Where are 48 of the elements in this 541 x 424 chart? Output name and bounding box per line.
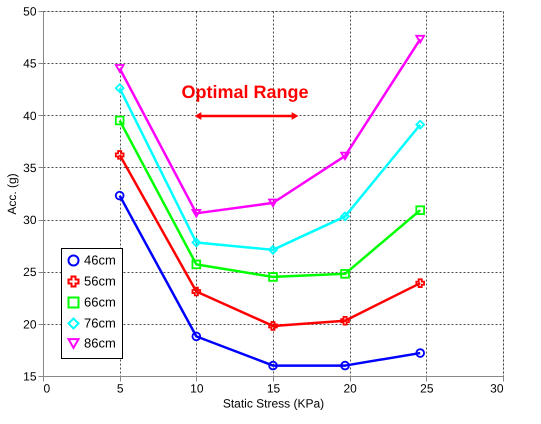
point [192, 286, 202, 296]
x-tick-label: 15 [266, 382, 280, 396]
x-tick-label: 0 [44, 382, 50, 396]
y-tick-label: 40 [23, 108, 37, 123]
x-tick-label: 5 [116, 382, 124, 396]
point [268, 360, 278, 370]
point [192, 209, 202, 218]
y-tick-label: 50 [23, 4, 37, 18]
legend-label: 86cm [84, 336, 116, 350]
legend-label: 46cm [84, 252, 116, 268]
x-tick-label: 20 [343, 382, 358, 396]
point [340, 269, 350, 279]
y-tick-label: 35 [23, 160, 37, 175]
point [114, 150, 124, 160]
legend-label: 66cm [84, 294, 116, 310]
y-tick-label: 30 [23, 213, 37, 228]
point [340, 360, 350, 370]
y-tick-label: 45 [23, 56, 37, 71]
point [268, 321, 278, 331]
y-tick-label: 20 [23, 317, 37, 332]
point [192, 238, 202, 248]
point [415, 120, 425, 130]
y-tick-label: 25 [23, 265, 37, 280]
point [340, 316, 350, 326]
point [415, 205, 425, 215]
annotation: Optimal Range [181, 82, 309, 102]
x-tick-label: 30 [490, 382, 504, 396]
point [114, 116, 124, 126]
point [415, 348, 425, 358]
x-tick-label: 10 [190, 382, 204, 396]
point [268, 198, 278, 208]
point [415, 278, 425, 288]
point [192, 260, 202, 270]
x-axis-title: Static Stress (KPa) [222, 396, 324, 410]
point [268, 272, 278, 282]
legend-label: 56cm [84, 274, 116, 288]
point [114, 64, 124, 73]
legend-label: 76cm [84, 316, 116, 330]
x-tick-label: 25 [420, 382, 434, 396]
point [114, 190, 124, 200]
point [192, 332, 202, 342]
point [268, 245, 278, 255]
point [114, 83, 124, 93]
point [340, 212, 350, 222]
point [340, 152, 350, 160]
y-tick-label: 15 [23, 370, 37, 384]
point [415, 34, 425, 44]
y-axis-title: Acc. (g) [5, 173, 20, 215]
